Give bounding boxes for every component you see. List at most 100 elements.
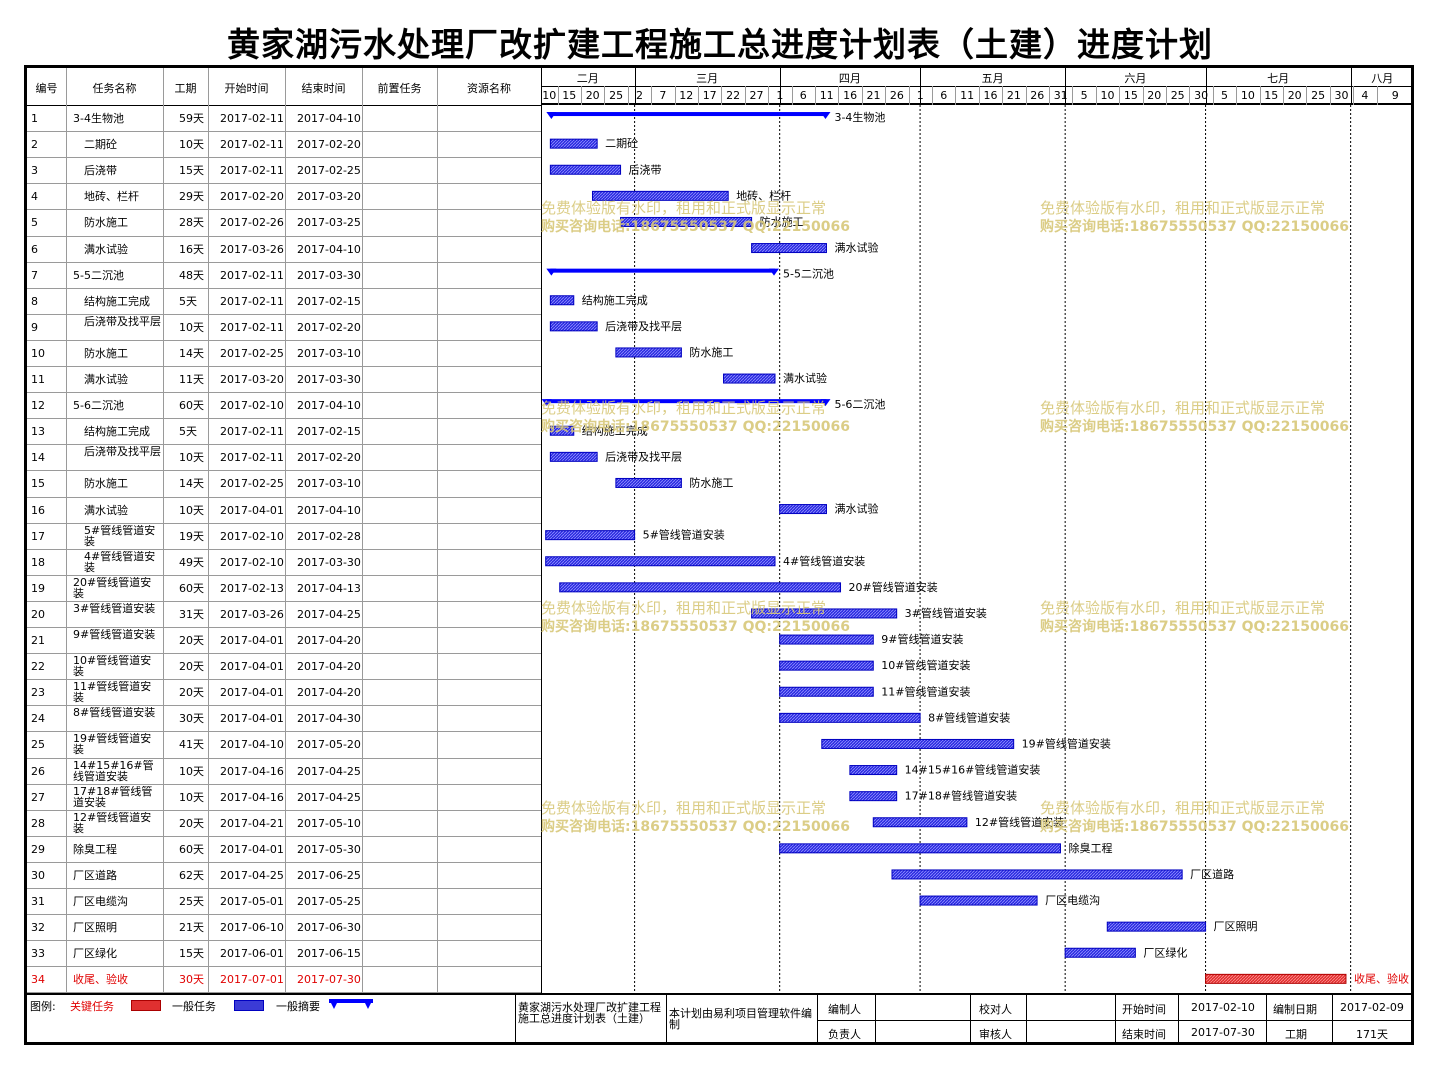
day-tick-divider: [768, 86, 770, 105]
task-row-22-duration: 20天: [179, 660, 204, 674]
task-row-3-end: 2017-02-25: [297, 164, 361, 178]
task-row-28-id: 28: [31, 816, 45, 830]
column-divider: [66, 68, 67, 993]
task-row-26-duration: 10天: [179, 764, 204, 778]
task-bar-19: [559, 582, 842, 593]
day-tick-label: 7: [659, 89, 667, 102]
task-row-32-start: 2017-06-10: [220, 921, 284, 935]
month-boundary: [1205, 68, 1207, 105]
footer-divider: [666, 995, 667, 1045]
watermark-line1: 免费体验版有水印，租用和正式版显示正常: [1040, 799, 1325, 817]
column-header-7: 资源名称: [467, 82, 511, 95]
task-row-30-name: 厂区道路: [73, 868, 117, 882]
task-row-8-name: 结构施工完成: [84, 294, 150, 308]
footer-cell-divider: [1026, 995, 1027, 1045]
footer-start-label: 开始时间: [1122, 1003, 1166, 1016]
footer-duration-label: 工期: [1285, 1028, 1307, 1041]
month-label: 四月: [838, 72, 861, 85]
legend-summary-label: 一般摘要: [276, 1000, 320, 1013]
day-tick-divider: [651, 86, 653, 105]
row-divider: [27, 392, 541, 394]
day-tick-label: 16: [843, 89, 858, 102]
day-tick-label: 30: [1334, 89, 1349, 102]
row-divider: [27, 418, 541, 420]
task-row-5-start: 2017-02-26: [220, 216, 284, 230]
row-divider: [27, 157, 541, 159]
task-row-29-duration: 60天: [179, 842, 204, 856]
footer-divider: [515, 995, 516, 1045]
task-row-30-id: 30: [31, 868, 45, 882]
day-tick-label: 11: [960, 89, 975, 102]
bar-label-27: 17#18#管线管道安装: [905, 789, 1017, 803]
month-boundary: [1350, 68, 1352, 105]
day-tick-divider: [1212, 86, 1214, 105]
row-divider: [27, 235, 541, 237]
day-tick-label: 11: [819, 89, 834, 102]
task-row-19-duration: 60天: [179, 581, 204, 595]
task-row-8-start: 2017-02-11: [220, 294, 284, 308]
task-row-6-start: 2017-03-26: [220, 242, 284, 256]
row-divider: [27, 679, 541, 681]
task-row-2-start: 2017-02-11: [220, 138, 284, 152]
task-bar-21: [779, 634, 874, 645]
footer-top-border: [27, 993, 1414, 996]
day-tick-label: 15: [562, 89, 577, 102]
task-row-7-start: 2017-02-11: [220, 268, 284, 282]
task-row-10-duration: 14天: [179, 346, 204, 360]
day-tick-label: 2: [635, 89, 643, 102]
day-tick-label: 21: [1006, 89, 1021, 102]
task-row-4-end: 2017-03-20: [297, 190, 361, 204]
task-bar-5: [620, 216, 753, 227]
task-row-9-end: 2017-02-20: [297, 320, 361, 334]
task-row-18-duration: 49天: [179, 555, 204, 569]
summary-start-cap-7: [546, 268, 557, 276]
task-row-16-name: 满水试验: [84, 503, 128, 517]
task-row-27-end: 2017-04-25: [297, 790, 361, 804]
day-tick-divider: [1002, 86, 1004, 105]
task-row-10-id: 10: [31, 346, 45, 360]
task-row-19-end: 2017-04-13: [297, 581, 361, 595]
task-row-27-name: 17#18#管线管道安装: [73, 785, 153, 809]
footer-date-label: 编制日期: [1273, 1003, 1317, 1016]
day-tick-label: 17: [702, 89, 717, 102]
task-row-2-name: 二期砼: [84, 138, 117, 152]
month-boundary: [634, 68, 636, 105]
legend-task-swatch: [234, 1000, 264, 1011]
task-row-32-id: 32: [31, 921, 45, 935]
day-tick-label: 10: [1240, 89, 1255, 102]
footer-start-value: 2017-02-10: [1191, 1001, 1255, 1014]
task-bar-4: [591, 190, 729, 201]
task-row-30-end: 2017-06-25: [297, 868, 361, 882]
column-header-6: 前置任务: [377, 82, 422, 95]
day-tick-divider: [604, 86, 606, 105]
task-row-18-end: 2017-03-30: [297, 555, 361, 569]
footer-cell-divider: [1178, 995, 1179, 1045]
day-tick-divider: [1025, 86, 1027, 105]
task-row-1-end: 2017-04-10: [297, 112, 361, 125]
task-row-28-duration: 20天: [179, 816, 204, 830]
task-row-8-duration: 5天: [179, 294, 197, 308]
task-row-7-id: 7: [31, 268, 38, 282]
task-row-31-name: 厂区电缆沟: [73, 895, 128, 908]
task-row-29-id: 29: [31, 842, 45, 856]
month-boundary: [1065, 68, 1067, 105]
watermark-line1: 免费体验版有水印，租用和正式版显示正常: [1040, 399, 1325, 417]
task-row-14-end: 2017-02-20: [297, 451, 361, 465]
task-row-25-duration: 41天: [179, 738, 204, 752]
legend-critical-swatch: [131, 1000, 161, 1011]
schedule-frame: [24, 65, 1414, 1045]
day-tick-divider: [932, 86, 933, 105]
task-row-3-name: 后浇带: [84, 164, 117, 178]
row-divider: [27, 627, 541, 628]
task-bar-26: [849, 765, 898, 776]
bar-label-12: 5-6二沉池: [834, 398, 885, 411]
task-row-5-name: 防水施工: [84, 216, 128, 230]
footer-reviewer-label: 校对人: [979, 1003, 1012, 1016]
task-row-4-start: 2017-02-20: [220, 190, 284, 204]
bar-label-6: 满水试验: [834, 241, 878, 255]
footer-cell-divider: [1115, 995, 1116, 1045]
task-row-17-name: 5#管线管道安装: [84, 524, 156, 548]
watermark-line1: 免费体验版有水印，租用和正式版显示正常: [541, 199, 826, 217]
footer-editor-label: 编制人: [828, 1003, 861, 1016]
